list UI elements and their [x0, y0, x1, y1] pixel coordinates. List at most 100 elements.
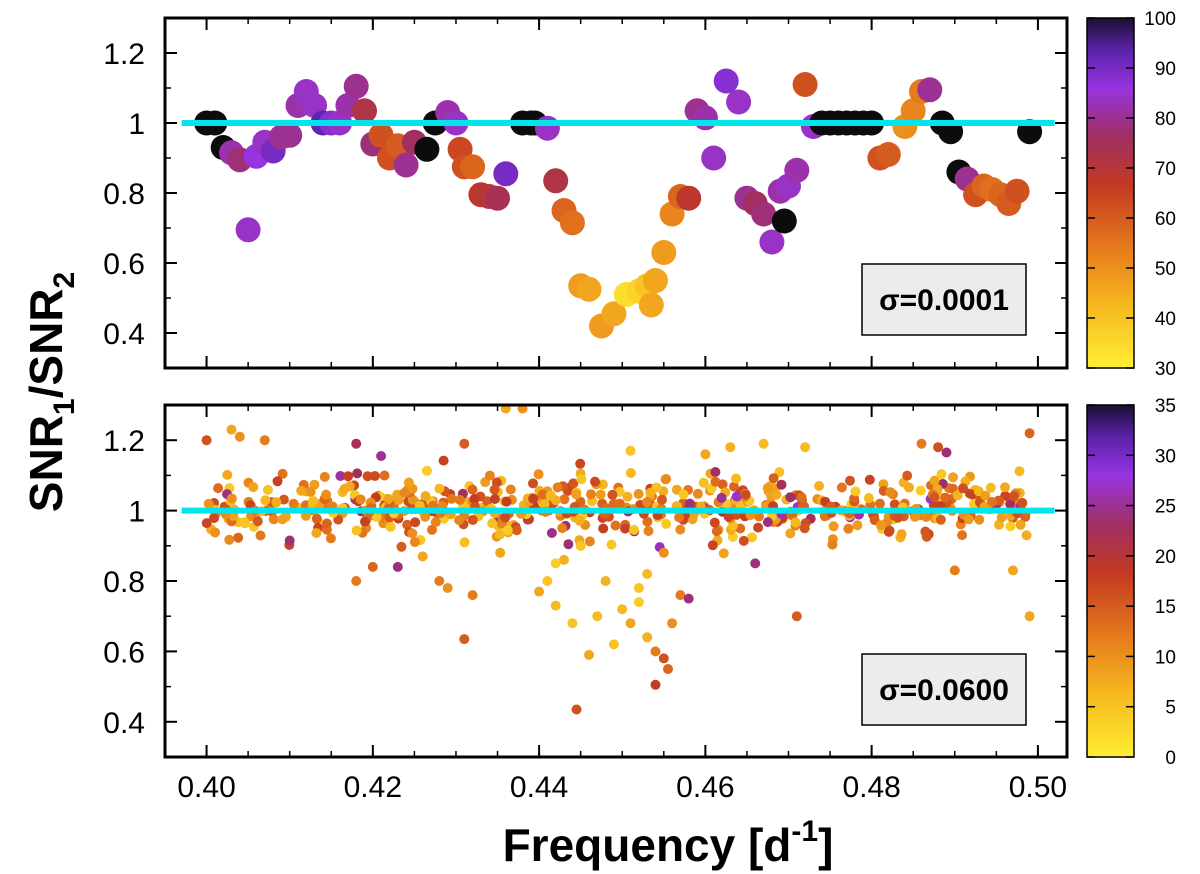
bottom-data-point [454, 515, 465, 526]
bottom-data-point [915, 485, 926, 496]
bottom-data-point [1014, 466, 1025, 477]
bottom-data-point [723, 511, 734, 522]
bottom-data-point [501, 496, 512, 507]
bottom-data-point [367, 561, 378, 572]
bottom-data-point [941, 447, 952, 458]
bottom-data-point [996, 512, 1007, 523]
top-colorbar-label: 30 [1155, 359, 1176, 380]
top-data-point [235, 217, 261, 243]
bottom-ytick-label: 0.8 [103, 566, 145, 599]
bottom-data-point [843, 523, 854, 534]
bottom-data-point [827, 539, 838, 550]
bottom-data-point [598, 523, 609, 534]
bottom-data-point [750, 558, 761, 569]
bottom-data-point [725, 442, 736, 453]
bottom-data-point [559, 494, 570, 505]
bottom-data-point [645, 487, 656, 498]
bottom-data-point [729, 481, 739, 492]
bottom-data-point [657, 494, 667, 505]
bottom-data-point [986, 497, 997, 507]
bottom-data-point [308, 495, 319, 506]
bottom-data-point [438, 455, 449, 466]
top-data-point [713, 68, 739, 94]
bottom-data-point [985, 482, 996, 493]
bottom-data-point [383, 494, 394, 504]
bottom-data-point [203, 498, 214, 509]
bottom-ytick-label: 0.4 [103, 707, 145, 740]
bottom-panel: 0.4 0.6 0.8 1 1.2 0.40 0.42 0.44 0.46 0.48 0.50 σ… [103, 403, 1069, 804]
bottom-data-point [633, 583, 644, 593]
bottom-data-point [625, 468, 636, 478]
bottom-data-point [952, 490, 963, 501]
bottom-data-point [874, 498, 885, 509]
bottom-data-point [571, 489, 582, 500]
top-data-point [792, 72, 818, 97]
bottom-data-point [1015, 519, 1026, 530]
bottom-data-point [935, 514, 946, 525]
top-data-point [875, 142, 901, 167]
bottom-data-point [427, 524, 437, 535]
top-data-point [917, 77, 943, 103]
bottom-data-point [268, 514, 279, 525]
bottom-data-point [288, 498, 299, 509]
bottom-data-point [700, 449, 711, 460]
bottom-data-point [610, 520, 621, 531]
top-data-point [414, 136, 440, 162]
bottom-data-point [658, 547, 669, 558]
bottom-xtick-label: 0.50 [1009, 771, 1067, 804]
bottom-data-point [224, 534, 235, 545]
bottom-data-point [747, 532, 757, 543]
top-colorbar: 30 40 50 60 70 80 90 100 [1086, 9, 1176, 380]
bottom-data-point [500, 512, 511, 523]
bottom-data-point [683, 593, 694, 604]
bottom-data-point [940, 492, 951, 503]
bottom-y-axis: 0.4 0.6 0.8 1 1.2 [103, 404, 1067, 758]
top-annotation-box: σ=0.0001 [861, 263, 1027, 336]
bottom-data-point [667, 618, 678, 629]
bottom-ytick-label: 1.2 [103, 425, 145, 458]
bottom-data-point [740, 489, 751, 500]
bottom-data-point [889, 499, 900, 510]
bottom-data-point [571, 704, 582, 715]
bottom-data-point [974, 514, 985, 525]
bottom-data-point [709, 517, 720, 528]
bottom-colorbar-label: 20 [1155, 547, 1176, 568]
bottom-data-point [248, 482, 259, 493]
bottom-colorbar-label: 15 [1155, 597, 1176, 618]
bottom-data-point [731, 473, 742, 484]
bottom-data-point [711, 526, 722, 537]
bottom-data-point [305, 487, 316, 497]
top-colorbar-label: 90 [1155, 59, 1176, 80]
bottom-data-point [528, 493, 539, 504]
bottom-data-point [620, 523, 631, 534]
bottom-data-point [545, 490, 556, 501]
bottom-data-point [420, 511, 431, 522]
bottom-data-point [559, 554, 569, 565]
bottom-data-point [892, 512, 903, 523]
bottom-data-point [454, 494, 465, 505]
bottom-data-point [539, 499, 550, 510]
bottom-data-point [584, 536, 595, 547]
bottom-data-point [678, 489, 689, 500]
x-axis-title: Frequency [d-1] [503, 815, 834, 871]
bottom-ytick-label: 0.6 [103, 636, 145, 669]
bottom-data-point [260, 495, 271, 506]
bottom-colorbar: 0 5 10 15 20 25 30 35 [1086, 396, 1176, 769]
bottom-data-point [550, 558, 561, 569]
bottom-data-point [650, 646, 661, 657]
bottom-data-point [896, 529, 907, 540]
bottom-annotation-box: σ=0.0600 [861, 653, 1027, 726]
bottom-data-point [360, 516, 370, 527]
bottom-data-point [576, 474, 587, 485]
bottom-data-point [422, 465, 432, 476]
bottom-data-point [446, 493, 457, 504]
bottom-data-point [1005, 521, 1016, 532]
bottom-data-point [785, 492, 796, 503]
bottom-data-point [758, 438, 769, 449]
bottom-data-point [201, 518, 212, 529]
bottom-data-point [904, 482, 914, 493]
bottom-data-point [517, 405, 528, 414]
top-data-point [543, 168, 569, 194]
bottom-data-point [537, 489, 548, 500]
